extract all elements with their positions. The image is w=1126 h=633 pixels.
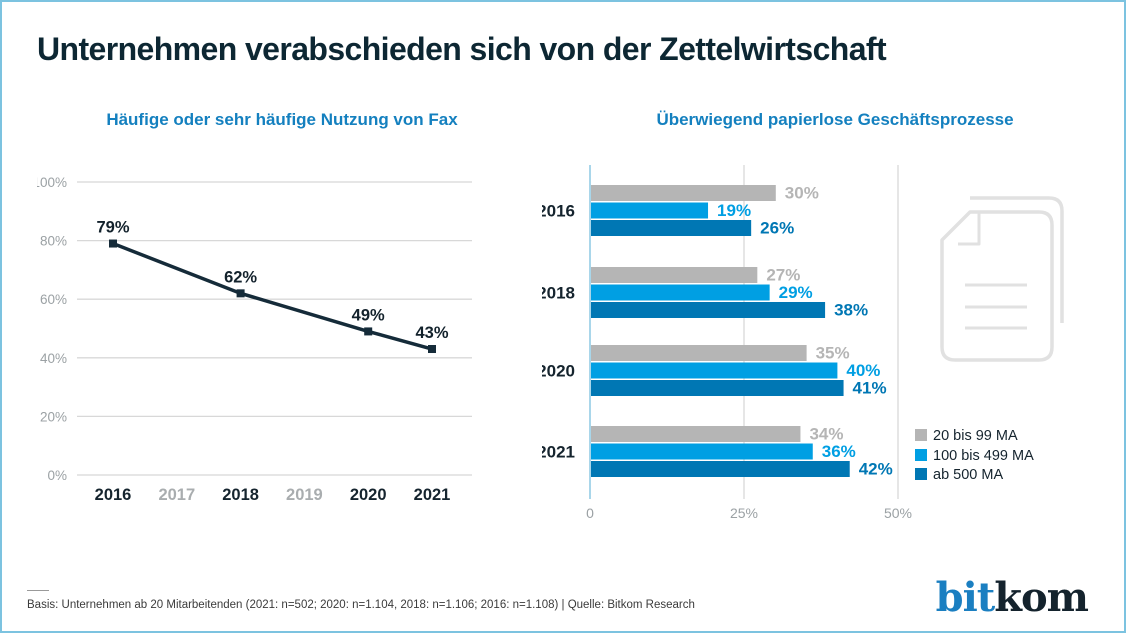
legend-label: 100 bis 499 MA	[933, 448, 1034, 464]
x-tick-label: 50%	[884, 505, 912, 521]
folded-corner	[958, 213, 981, 246]
legend-swatch	[915, 429, 927, 441]
x-tick-label: 2016	[95, 486, 132, 504]
x-tick-label: 2018	[222, 486, 259, 504]
x-tick-label: 0	[586, 505, 594, 521]
x-tick-label: 2017	[158, 486, 195, 504]
y-tick-label: 80%	[40, 234, 67, 249]
back-sheet	[970, 196, 1064, 323]
bar	[591, 202, 709, 219]
bar	[591, 362, 838, 379]
x-tick-label: 2021	[414, 486, 451, 504]
legend-label: ab 500 MA	[933, 467, 1003, 483]
data-point-marker	[428, 345, 436, 354]
bar-value-label: 19%	[717, 201, 751, 220]
bitkom-logo: bitkom	[936, 578, 1089, 618]
x-tick-label: 2019	[286, 486, 323, 504]
legend-swatch	[915, 468, 927, 480]
bar	[591, 345, 807, 361]
bar-value-label: 26%	[760, 219, 794, 238]
y-tick-label: 20%	[40, 409, 67, 424]
data-point-label: 43%	[415, 324, 448, 342]
data-point-marker	[364, 327, 373, 336]
bar	[591, 380, 844, 396]
paperless-chart-title: Überwiegend papierlose Geschäftsprozesse	[656, 110, 1014, 129]
bar	[591, 461, 850, 477]
fax-chart-title: Häufige oder sehr häufige Nutzung von Fa…	[106, 110, 458, 129]
bar	[591, 220, 752, 236]
bar	[591, 267, 758, 283]
paperless-bar-chart-plot: 2016 30% 19% 26% 2018 27%29% 38% 2020 35%40%41% 2…	[542, 165, 1064, 521]
bar-value-label: 30%	[785, 184, 819, 203]
logo-text-bit: bit	[935, 574, 996, 621]
bar-value-label: 41%	[853, 379, 887, 398]
data-point-marker	[236, 289, 245, 298]
bar-value-label: 27%	[766, 266, 800, 285]
page-title: Unternehmen verabschieden sich von der Z…	[37, 31, 887, 67]
bar-value-label: 34%	[809, 425, 843, 444]
data-point-label: 62%	[224, 268, 257, 286]
category-label: 2021	[542, 443, 575, 462]
footer-divider	[27, 590, 49, 591]
x-tick-label: 2020	[350, 486, 387, 504]
bar-value-label: 42%	[859, 460, 893, 479]
legend-swatch	[915, 449, 927, 461]
bar	[591, 185, 776, 201]
bar-value-label: 29%	[779, 283, 813, 302]
fax-trend-line	[112, 241, 433, 351]
y-tick-label: 40%	[40, 351, 67, 366]
bar	[591, 426, 801, 442]
fax-line-chart-plot: 100% 80% 60% 40% 20% 0% 2016 2017 2018 2019 2020 20…	[37, 175, 472, 504]
category-label: 2020	[542, 362, 575, 381]
data-point-label: 79%	[96, 219, 129, 237]
category-label: 2018	[542, 284, 575, 303]
fax-usage-chart: Häufige oder sehr häufige Nutzung von Fa…	[37, 110, 527, 520]
y-tick-label: 0%	[47, 468, 67, 483]
bar	[591, 302, 826, 318]
bar-value-label: 38%	[834, 301, 868, 320]
y-tick-label: 60%	[40, 292, 67, 307]
paperless-chart: Überwiegend papierlose Geschäftsprozesse…	[542, 110, 1124, 540]
logo-text-kom: kom	[994, 574, 1089, 621]
legend-label: 20 bis 99 MA	[933, 428, 1018, 444]
source-note: Basis: Unternehmen ab 20 Mitarbeitenden …	[27, 599, 695, 611]
data-point-label: 49%	[352, 306, 385, 324]
bar-value-label: 35%	[816, 344, 850, 363]
data-point-marker	[109, 239, 117, 248]
documents-icon	[940, 196, 1064, 362]
category-label: 2016	[542, 202, 575, 221]
bar-value-label: 36%	[822, 442, 856, 461]
x-tick-label: 25%	[730, 505, 758, 521]
bar	[591, 284, 770, 301]
bar	[591, 443, 813, 460]
y-tick-label: 100%	[37, 175, 67, 190]
bar-value-label: 40%	[846, 361, 880, 380]
